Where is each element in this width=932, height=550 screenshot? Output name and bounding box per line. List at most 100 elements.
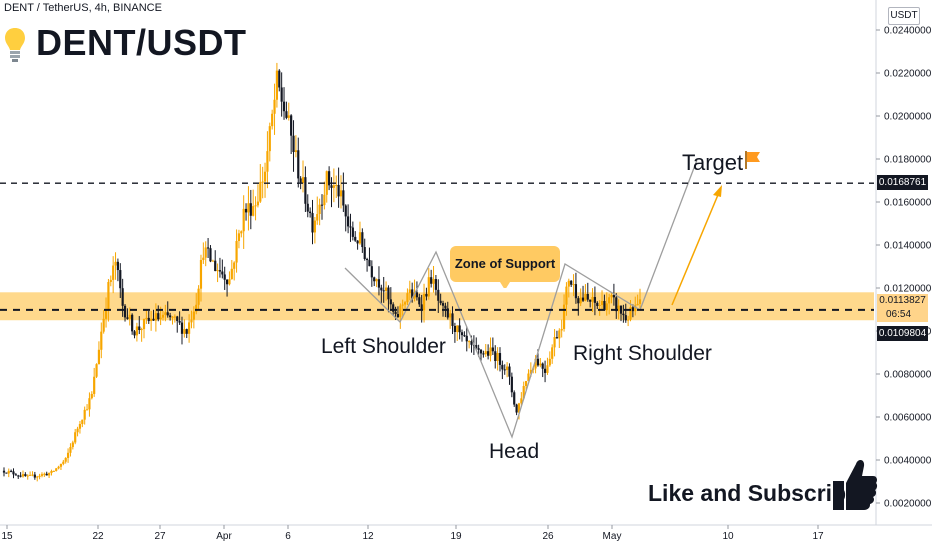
candle	[387, 285, 390, 313]
candle-body	[223, 274, 226, 280]
candle	[484, 344, 487, 357]
candle-body	[581, 297, 585, 301]
candle	[501, 360, 504, 380]
candle	[119, 263, 122, 299]
candle-body	[161, 314, 165, 318]
candle-body	[572, 284, 575, 286]
price-axis[interactable]: 0.0240000 0.0220000 0.0200000 0.0180000 0.01…	[875, 0, 932, 525]
candle	[615, 293, 618, 319]
candle-body	[567, 280, 570, 287]
candle	[399, 303, 402, 329]
candle-body	[610, 295, 613, 298]
candle-body	[489, 347, 492, 356]
candle-body	[97, 349, 101, 365]
candle-body	[43, 473, 46, 475]
candle	[147, 310, 150, 324]
candle-body	[280, 87, 283, 102]
candle-body	[206, 247, 210, 249]
candle	[62, 459, 65, 466]
candle	[463, 331, 466, 337]
candle	[570, 280, 573, 287]
candle	[157, 305, 160, 322]
candle	[81, 419, 84, 428]
candle-body	[278, 70, 281, 88]
candle	[123, 304, 127, 322]
candle	[197, 285, 200, 311]
candle-body	[570, 280, 573, 285]
candle	[425, 287, 428, 301]
candle	[188, 314, 191, 343]
candle-body	[408, 289, 411, 294]
candle-body	[306, 203, 309, 212]
candle	[318, 198, 321, 226]
currency-badge[interactable]: USDT	[888, 7, 920, 25]
candle	[593, 286, 597, 316]
candle	[169, 312, 172, 321]
candle-body	[406, 293, 409, 303]
candle	[439, 293, 442, 306]
candle	[271, 109, 274, 130]
candle	[5, 472, 8, 474]
candle-body	[64, 457, 67, 462]
candle	[441, 300, 445, 317]
candle-body	[354, 236, 357, 241]
candle	[12, 468, 15, 479]
candle	[261, 166, 264, 199]
candle	[133, 330, 136, 339]
time-tick-label: 17	[812, 531, 824, 542]
candle	[354, 231, 357, 242]
candle	[572, 274, 575, 297]
candle	[365, 257, 369, 272]
candle	[323, 181, 326, 210]
candle	[59, 463, 63, 471]
candle-body	[116, 261, 120, 271]
candle-body	[164, 312, 167, 315]
candle	[420, 294, 423, 323]
time-tick-label: 12	[362, 531, 374, 542]
support-price-tag: 0.0109804	[877, 326, 928, 341]
candle	[47, 472, 51, 478]
candle-body	[57, 466, 60, 469]
candle	[422, 283, 426, 323]
candle-body	[553, 337, 556, 348]
candle	[458, 318, 461, 340]
candle-body	[142, 318, 146, 330]
candle-body	[358, 232, 362, 244]
candle	[373, 276, 376, 287]
candle-body	[560, 328, 563, 331]
candle	[10, 469, 13, 473]
candle-body	[415, 292, 419, 298]
candle-body	[425, 293, 428, 297]
time-tick-label: Apr	[216, 531, 232, 542]
candle	[603, 294, 606, 311]
candle	[382, 276, 385, 303]
candle-body	[199, 259, 203, 289]
candle	[14, 473, 17, 476]
candle	[140, 327, 143, 342]
candle-body	[17, 475, 20, 477]
candle	[297, 137, 300, 188]
candle	[543, 360, 547, 383]
candle-body	[589, 299, 592, 302]
candle-body	[230, 268, 233, 280]
candle-body	[218, 270, 222, 272]
candle	[114, 252, 117, 280]
price-tick-label: 0.0220000	[884, 69, 932, 80]
candle	[204, 241, 207, 267]
candle-body	[107, 282, 110, 310]
candle	[57, 465, 60, 470]
candle-body	[318, 204, 321, 215]
candle	[432, 265, 435, 293]
candle	[508, 363, 511, 385]
candle	[358, 221, 362, 245]
candle	[145, 310, 148, 324]
candle-body	[484, 351, 487, 355]
candle	[78, 420, 82, 434]
candle	[278, 69, 281, 92]
candle	[142, 318, 146, 339]
candle	[252, 189, 255, 217]
candle	[209, 245, 212, 263]
time-axis[interactable]: 15 22 27 Apr 6 12 19 26 May 10 17	[0, 524, 932, 550]
candle	[50, 469, 53, 476]
